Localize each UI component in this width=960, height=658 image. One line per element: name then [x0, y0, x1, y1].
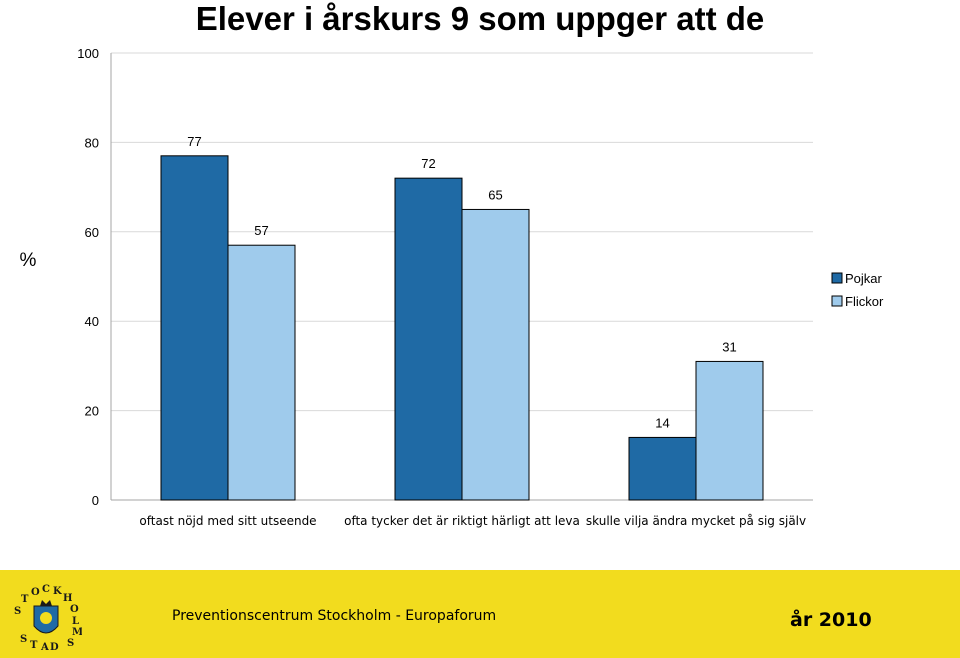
year-label: år 2010: [790, 609, 872, 631]
svg-text:H: H: [63, 593, 72, 604]
svg-text:K: K: [53, 586, 62, 597]
y-tick-labels: 0 20 40 60 80 100: [77, 46, 99, 508]
category-label: skulle vilja ändra mycket på sig själv: [586, 514, 806, 528]
y-tick-label: 40: [85, 314, 99, 329]
legend-label: Pojkar: [845, 271, 883, 286]
bar-pojkar: [394, 177, 463, 501]
category-labels: oftast nöjd med sitt utseende ofta tycker…: [139, 514, 806, 528]
bar-pojkar: [628, 436, 697, 501]
legend-swatch: [831, 295, 843, 307]
svg-text:M: M: [72, 627, 82, 638]
legend-swatch: [831, 272, 843, 284]
category-label: ofta tycker det är riktigt härligt att l…: [344, 514, 580, 528]
svg-text:C: C: [42, 584, 50, 595]
y-tick-label: 60: [85, 225, 99, 240]
y-tick-label: 80: [85, 135, 99, 150]
data-label: 65: [488, 187, 502, 202]
y-axis-label: %: [20, 250, 37, 271]
svg-text:L: L: [72, 616, 79, 627]
category-label: oftast nöjd med sitt utseende: [139, 514, 316, 528]
bar-pojkar: [160, 155, 229, 501]
data-label: 72: [421, 156, 435, 171]
chart-title: Elever i årskurs 9 som uppger att de: [195, 0, 765, 37]
svg-text:T: T: [21, 594, 29, 605]
legend-label: Flickor: [845, 294, 884, 309]
y-tick-label: 0: [92, 493, 99, 508]
svg-text:S: S: [14, 606, 21, 617]
bars: [160, 155, 764, 501]
data-label: 77: [187, 134, 201, 149]
legend: Pojkar Flickor: [831, 271, 884, 309]
svg-text:A: A: [40, 642, 49, 650]
svg-text:S: S: [20, 634, 27, 645]
bar-flickor: [227, 244, 296, 501]
data-labels: 77 57 72 65 14 31: [187, 134, 736, 431]
y-tick-label: 20: [85, 404, 99, 419]
data-label: 14: [655, 415, 669, 430]
svg-text:T: T: [30, 640, 38, 650]
bar-flickor: [461, 208, 530, 501]
svg-text:O: O: [70, 604, 79, 615]
y-tick-label: 100: [77, 46, 99, 61]
data-label: 57: [254, 223, 268, 238]
organization-name: Preventionscentrum Stockholm - Europafor…: [172, 608, 497, 624]
data-label: 31: [722, 339, 736, 354]
svg-text:S: S: [67, 638, 74, 649]
bar-flickor: [695, 360, 764, 501]
svg-text:O: O: [31, 587, 40, 598]
svg-text:D: D: [50, 642, 59, 650]
bar-chart: 0 20 40 60 80 100 77 57 72 65 14 31 oftast nöjd me…: [20, 46, 884, 528]
stockholm-city-logo: STO C KH OLM SDA TS: [14, 584, 82, 650]
